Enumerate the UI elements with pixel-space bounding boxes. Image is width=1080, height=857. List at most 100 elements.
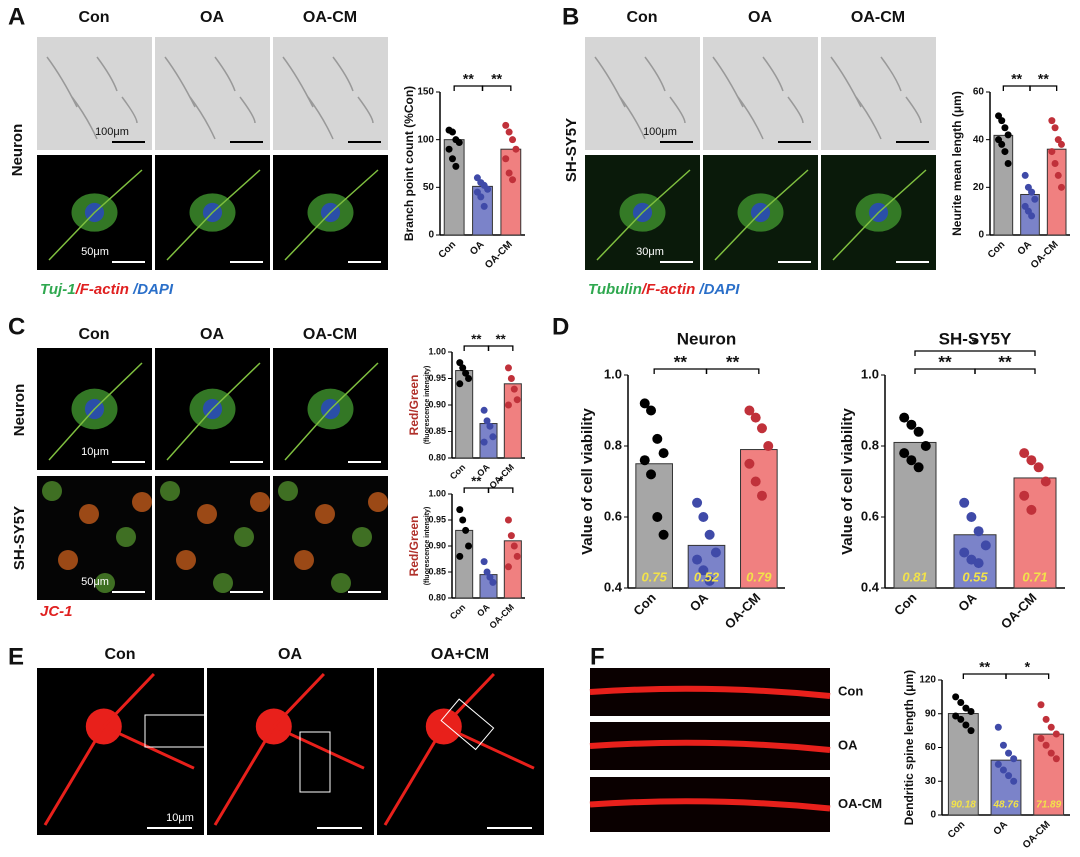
data-point bbox=[999, 741, 1007, 749]
data-point bbox=[658, 448, 669, 459]
cell-outline bbox=[282, 56, 314, 108]
data-point bbox=[967, 708, 975, 715]
dendrite bbox=[589, 798, 831, 812]
data-point bbox=[456, 359, 464, 367]
data-point bbox=[505, 169, 513, 177]
significance-bracket bbox=[962, 673, 1007, 679]
data-point bbox=[1010, 777, 1018, 785]
cell-outline bbox=[830, 56, 862, 108]
data-point bbox=[763, 441, 774, 451]
data-point bbox=[652, 512, 663, 522]
label: C bbox=[8, 313, 25, 340]
data-point bbox=[750, 412, 761, 423]
data-point bbox=[1026, 504, 1037, 515]
data-point bbox=[639, 455, 650, 466]
cell-outline bbox=[594, 56, 626, 108]
significance-label: ** bbox=[471, 473, 482, 488]
y-axis-label: Neurite mean length (μm) bbox=[950, 91, 964, 236]
cell-outline bbox=[712, 56, 744, 108]
y-axis-label: Value of cell viability bbox=[579, 407, 596, 554]
label: 10μm bbox=[166, 812, 194, 824]
data-point bbox=[509, 176, 517, 184]
label: OA bbox=[748, 9, 772, 26]
data-point bbox=[456, 506, 464, 514]
data-point bbox=[710, 547, 721, 558]
data-point bbox=[1001, 148, 1009, 156]
data-point bbox=[1042, 741, 1050, 749]
neurite bbox=[166, 362, 261, 461]
y-tick-label: 40 bbox=[973, 134, 985, 145]
x-tick-label: OA-CM bbox=[487, 602, 516, 631]
stain-part: /DAPI bbox=[129, 281, 174, 298]
y-tick-label: 0.4 bbox=[861, 579, 880, 594]
label: Con bbox=[626, 9, 657, 26]
value-label: 90.18 bbox=[951, 800, 976, 811]
mito bbox=[160, 481, 180, 501]
micrograph bbox=[377, 668, 544, 835]
significance-label: ** bbox=[1011, 71, 1022, 87]
data-point bbox=[456, 552, 464, 560]
significance-bracket bbox=[487, 487, 514, 493]
y-axis-label: Dendritic spine length (μm) bbox=[902, 670, 916, 825]
data-point bbox=[1028, 212, 1036, 220]
significance-bracket bbox=[1029, 85, 1058, 91]
mito bbox=[213, 573, 233, 593]
data-point bbox=[658, 529, 669, 540]
x-tick-label: OA bbox=[992, 819, 1010, 837]
data-point bbox=[462, 526, 470, 534]
data-point bbox=[513, 396, 521, 404]
data-point bbox=[1052, 730, 1060, 738]
data-point bbox=[504, 364, 512, 372]
cell-outline bbox=[787, 96, 804, 124]
data-point bbox=[994, 723, 1002, 731]
cell-outline bbox=[855, 96, 882, 140]
data-point bbox=[504, 401, 512, 409]
data-point bbox=[646, 405, 657, 416]
data-point bbox=[913, 426, 924, 437]
data-point bbox=[486, 422, 494, 430]
data-point bbox=[1047, 749, 1055, 757]
neurite bbox=[284, 169, 379, 261]
value-label: 48.76 bbox=[992, 800, 1018, 811]
chart-title: Neuron bbox=[677, 329, 737, 348]
significance-bracket bbox=[1005, 673, 1050, 679]
data-point bbox=[1031, 195, 1039, 203]
label: OA-CM bbox=[838, 796, 882, 811]
label: A bbox=[8, 3, 25, 30]
data-point bbox=[1019, 448, 1030, 459]
data-point bbox=[462, 369, 470, 377]
label: 30μm bbox=[636, 246, 664, 258]
label: OA bbox=[200, 326, 224, 343]
data-point bbox=[967, 727, 975, 735]
mito bbox=[79, 504, 99, 524]
cell-outline bbox=[619, 96, 646, 140]
data-point bbox=[652, 433, 663, 444]
data-point bbox=[1037, 735, 1045, 742]
label: JC-1 bbox=[40, 603, 73, 620]
x-tick-label: Con bbox=[946, 819, 968, 841]
neurite bbox=[48, 362, 143, 461]
data-point bbox=[704, 575, 715, 586]
label: SH-SY5Y bbox=[563, 118, 580, 182]
significance-label: ** bbox=[496, 331, 507, 346]
y-tick-label: 120 bbox=[919, 675, 936, 686]
label: B bbox=[562, 3, 579, 30]
data-point bbox=[952, 712, 960, 720]
data-point bbox=[704, 529, 715, 540]
data-point bbox=[477, 193, 485, 201]
mito bbox=[116, 527, 136, 547]
bar bbox=[455, 529, 474, 599]
data-point bbox=[1057, 183, 1065, 191]
significance-bracket bbox=[705, 368, 760, 374]
y-tick-label: 20 bbox=[973, 182, 985, 193]
stain-part: Tuj-1 bbox=[40, 281, 76, 298]
data-point bbox=[502, 121, 510, 129]
y-tick-label: 0.85 bbox=[428, 426, 446, 436]
label: D bbox=[552, 313, 569, 340]
y-tick-label: 60 bbox=[973, 87, 985, 98]
y-tick-label: 0 bbox=[428, 230, 434, 241]
y-tick-label: 0 bbox=[978, 230, 984, 241]
data-point bbox=[1054, 171, 1062, 179]
y-tick-label: 100 bbox=[417, 134, 434, 145]
